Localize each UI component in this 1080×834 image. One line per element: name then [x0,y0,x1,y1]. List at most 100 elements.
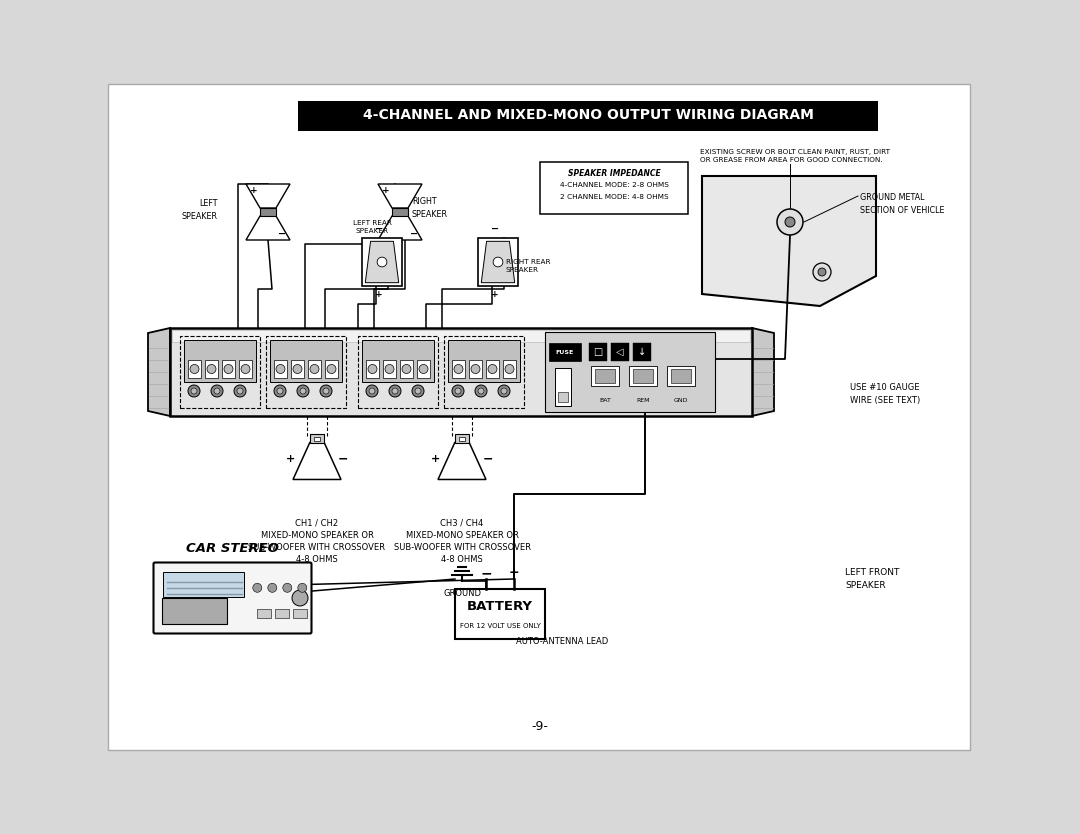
Bar [162,598,227,624]
Circle shape [498,385,510,397]
Bar [310,434,324,443]
Text: GND: GND [674,398,688,403]
Circle shape [785,217,795,227]
Bar [180,336,260,408]
Circle shape [292,590,308,606]
Text: −: − [338,452,349,465]
Circle shape [207,364,216,374]
Circle shape [320,385,332,397]
Circle shape [237,388,243,394]
Circle shape [366,385,378,397]
Text: SPEAKER IMPEDANCE: SPEAKER IMPEDANCE [568,168,660,178]
Bar [275,610,289,618]
Circle shape [241,364,249,374]
Circle shape [293,364,302,374]
Bar [444,336,524,408]
Bar [270,340,342,382]
Circle shape [214,388,220,394]
Text: LEFT REAR
SPEAKER: LEFT REAR SPEAKER [352,220,391,234]
Bar [308,360,321,378]
Bar [555,368,571,406]
Circle shape [471,364,480,374]
Circle shape [650,366,670,386]
Circle shape [384,364,394,374]
Text: USE #10 GAUGE
WIRE (SEE TEXT): USE #10 GAUGE WIRE (SEE TEXT) [850,384,920,404]
Text: −: − [375,224,383,234]
Circle shape [234,385,246,397]
Circle shape [389,385,401,397]
Polygon shape [752,328,774,416]
Text: +: + [382,185,390,194]
Text: REM: REM [636,398,650,403]
Bar [383,360,396,378]
Circle shape [501,388,507,394]
Bar [170,328,752,416]
Bar [456,434,469,443]
Bar [455,589,545,639]
Text: BATTERY: BATTERY [467,600,534,612]
Text: −: − [481,566,491,580]
Bar [486,360,499,378]
Circle shape [188,385,200,397]
Polygon shape [378,184,422,208]
Bar [188,360,201,378]
Bar [629,366,657,386]
Bar [184,340,256,382]
Circle shape [813,263,831,281]
Bar [477,238,518,286]
Circle shape [402,364,411,374]
Text: BAT: BAT [599,398,611,403]
Text: −: − [483,452,494,465]
Circle shape [191,388,197,394]
Bar [163,572,244,596]
Circle shape [368,364,377,374]
Circle shape [253,583,261,592]
Text: 4-CHANNEL MODE: 2-8 OHMS: 4-CHANNEL MODE: 2-8 OHMS [559,182,669,188]
Circle shape [818,268,826,276]
Text: FOR 12 VOLT USE ONLY: FOR 12 VOLT USE ONLY [460,623,540,629]
Polygon shape [482,241,515,283]
Polygon shape [365,241,399,283]
Text: LEFT
SPEAKER: LEFT SPEAKER [183,199,218,221]
Text: EXISTING SCREW OR BOLT CLEAN PAINT, RUST, DIRT
OR GREASE FROM AREA FOR GOOD CONN: EXISTING SCREW OR BOLT CLEAN PAINT, RUST… [700,148,890,163]
Bar [448,340,519,382]
Text: +: + [491,290,499,299]
Polygon shape [246,216,291,240]
Bar [257,610,271,618]
Circle shape [298,583,307,592]
Polygon shape [246,184,291,208]
Bar [108,84,970,750]
Bar [362,340,434,382]
Text: CH1 / CH2
MIXED-MONO SPEAKER OR
SUB-WOOFER WITH CROSSOVER
4-8 OHMS: CH1 / CH2 MIXED-MONO SPEAKER OR SUB-WOOF… [248,519,386,565]
Text: −: − [491,224,499,234]
Bar [453,360,465,378]
Bar [362,238,402,286]
Circle shape [777,209,804,235]
Bar [545,332,715,412]
Text: −: − [410,229,418,239]
Bar [298,101,878,131]
Bar [558,392,568,402]
Circle shape [300,388,306,394]
Circle shape [415,388,421,394]
Polygon shape [378,216,422,240]
Polygon shape [293,443,341,480]
Text: LEFT FRONT
SPEAKER: LEFT FRONT SPEAKER [845,568,900,590]
Bar [540,162,688,214]
Text: GROUND: GROUND [443,589,481,597]
Bar [503,360,516,378]
Circle shape [327,364,336,374]
Polygon shape [438,443,486,480]
Bar [671,369,691,383]
Circle shape [310,364,319,374]
Text: -9-: -9- [531,721,549,733]
Circle shape [488,364,497,374]
Text: +: + [251,185,258,194]
Bar [591,366,619,386]
Bar [260,208,276,216]
Circle shape [369,388,375,394]
Circle shape [411,385,424,397]
Bar [239,360,252,378]
Text: 4-CHANNEL AND MIXED-MONO OUTPUT WIRING DIAGRAM: 4-CHANNEL AND MIXED-MONO OUTPUT WIRING D… [363,108,813,122]
Text: FUSE: FUSE [556,349,575,354]
